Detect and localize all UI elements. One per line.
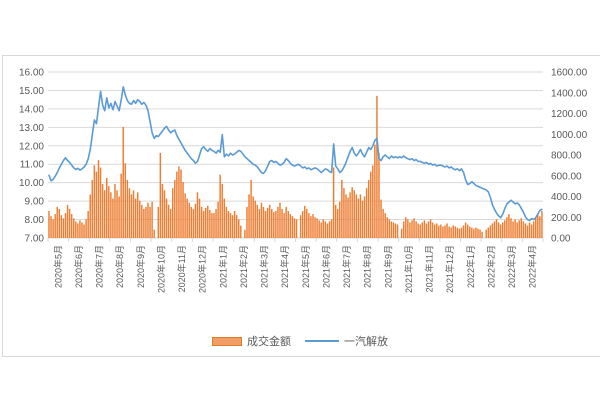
chart-frame [2, 55, 600, 357]
svg-text:16.00: 16.00 [19, 68, 44, 79]
svg-text:2020年8月: 2020年8月 [114, 245, 125, 288]
svg-text:2021年3月: 2021年3月 [259, 245, 270, 288]
svg-text:0.00: 0.00 [551, 234, 571, 245]
svg-text:200.00: 200.00 [551, 213, 582, 224]
legend-item-volume: 成交金额 [212, 333, 291, 349]
x-axis-labels: 2020年5月 2020年6月 2020年7月 2020年8月 2020年9月 2020年… [52, 245, 537, 293]
svg-text:12.00: 12.00 [19, 141, 44, 152]
legend-price-label: 一汽解放 [344, 336, 388, 348]
svg-text:2022年3月: 2022年3月 [506, 245, 517, 288]
legend-volume-label: 成交金额 [247, 336, 291, 348]
svg-text:7.00: 7.00 [25, 234, 45, 245]
svg-text:2021年1月: 2021年1月 [217, 245, 228, 288]
right-axis-labels: 1600.00 1400.00 1200.00 1000.00 800.00 600.00… [551, 68, 588, 245]
svg-text:1200.00: 1200.00 [551, 109, 588, 120]
svg-text:2021年11月: 2021年11月 [424, 245, 435, 292]
svg-text:2020年6月: 2020年6月 [73, 245, 84, 288]
svg-text:15.00: 15.00 [19, 86, 44, 97]
svg-text:2021年4月: 2021年4月 [279, 245, 290, 288]
svg-text:14.00: 14.00 [19, 104, 44, 115]
x-axis-ticks [47, 238, 544, 242]
svg-text:2021年9月: 2021年9月 [382, 245, 393, 288]
svg-text:2022年1月: 2022年1月 [465, 245, 476, 288]
legend-item-price: 一汽解放 [305, 333, 388, 349]
svg-text:2021年7月: 2021年7月 [341, 245, 352, 288]
svg-text:2020年11月: 2020年11月 [176, 245, 187, 292]
svg-text:2020年9月: 2020年9月 [135, 245, 146, 288]
svg-text:2021年12月: 2021年12月 [444, 245, 455, 293]
svg-text:2021年8月: 2021年8月 [362, 245, 373, 288]
svg-text:800.00: 800.00 [551, 151, 582, 162]
volume-bar-swatch-icon [212, 336, 242, 346]
svg-text:11.00: 11.00 [20, 160, 45, 171]
svg-text:8.00: 8.00 [25, 215, 45, 226]
price-line-swatch-icon [305, 340, 339, 342]
svg-text:2021年5月: 2021年5月 [300, 245, 311, 288]
svg-text:600.00: 600.00 [551, 171, 582, 182]
svg-text:2021年10月: 2021年10月 [403, 245, 414, 293]
svg-text:2022年4月: 2022年4月 [527, 245, 538, 288]
svg-text:1600.00: 1600.00 [551, 68, 588, 79]
svg-text:2020年5月: 2020年5月 [52, 245, 63, 288]
svg-text:1400.00: 1400.00 [551, 88, 588, 99]
volume-bars [48, 95, 543, 239]
svg-text:10.00: 10.00 [19, 178, 44, 189]
price-line [48, 85, 543, 222]
svg-text:400.00: 400.00 [551, 192, 582, 203]
svg-text:9.00: 9.00 [25, 197, 45, 208]
chart-legend: 成交金额 一汽解放 [0, 333, 600, 349]
svg-text:1000.00: 1000.00 [551, 130, 588, 141]
svg-text:2022年2月: 2022年2月 [485, 245, 496, 288]
svg-text:2021年2月: 2021年2月 [238, 245, 249, 288]
svg-text:2020年12月: 2020年12月 [197, 245, 208, 293]
svg-text:13.00: 13.00 [19, 123, 44, 134]
svg-text:2020年7月: 2020年7月 [94, 245, 105, 288]
svg-text:2020年10月: 2020年10月 [155, 245, 166, 293]
svg-text:2021年6月: 2021年6月 [320, 245, 331, 288]
left-axis-labels: 16.00 15.00 14.00 13.00 12.00 11.00 10.00 9.00 8… [19, 68, 44, 245]
